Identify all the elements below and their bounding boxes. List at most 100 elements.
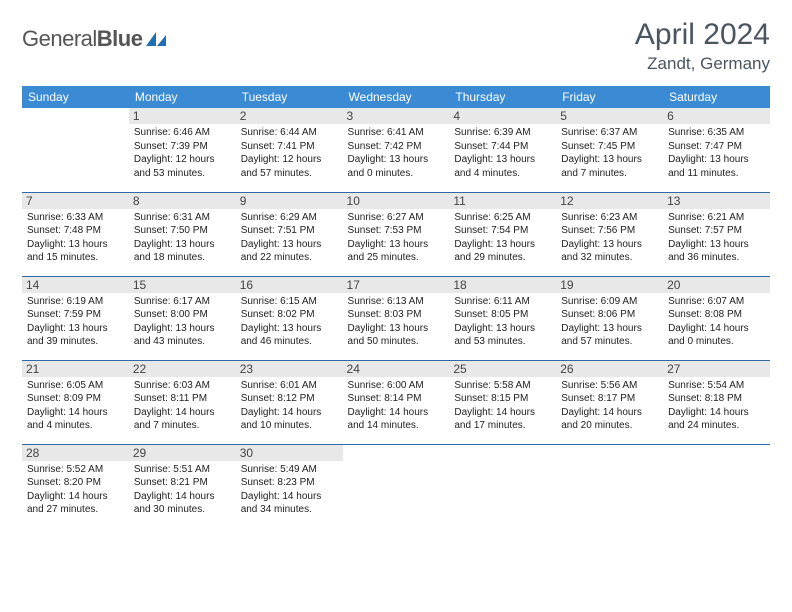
- calendar-day-cell: 27Sunrise: 5:54 AMSunset: 8:18 PMDayligh…: [663, 360, 770, 444]
- calendar-day-cell: 29Sunrise: 5:51 AMSunset: 8:21 PMDayligh…: [129, 444, 236, 528]
- calendar-day-cell: 4Sunrise: 6:39 AMSunset: 7:44 PMDaylight…: [449, 108, 556, 192]
- day-info: Sunrise: 5:49 AMSunset: 8:23 PMDaylight:…: [241, 463, 338, 517]
- daylight-text: Daylight: 14 hours and 10 minutes.: [241, 406, 338, 433]
- sunset-text: Sunset: 7:56 PM: [561, 224, 658, 238]
- sunset-text: Sunset: 7:45 PM: [561, 140, 658, 154]
- sunset-text: Sunset: 8:09 PM: [27, 392, 124, 406]
- title-block: April 2024 Zandt, Germany: [635, 18, 770, 74]
- day-info: Sunrise: 6:11 AMSunset: 8:05 PMDaylight:…: [454, 295, 551, 349]
- sunrise-text: Sunrise: 6:46 AM: [134, 126, 231, 140]
- sunset-text: Sunset: 7:57 PM: [668, 224, 765, 238]
- calendar-day-cell: 24 Sunrise: 6:00 AMSunset: 8:14 PMDayligh…: [343, 360, 450, 444]
- sunrise-text: Sunrise: 6:23 AM: [561, 211, 658, 225]
- sunrise-text: Sunrise: 6:09 AM: [561, 295, 658, 309]
- day-number: 24: [343, 361, 450, 377]
- day-info: Sunrise: 6:19 AMSunset: 7:59 PMDaylight:…: [27, 295, 124, 349]
- sunrise-text: Sunrise: 6:37 AM: [561, 126, 658, 140]
- sunrise-text: Sunrise: 5:56 AM: [561, 379, 658, 393]
- sunset-text: Sunset: 8:14 PM: [348, 392, 445, 406]
- sunrise-text: Sunrise: 6:29 AM: [241, 211, 338, 225]
- calendar-day-cell: 22Sunrise: 6:03 AMSunset: 8:11 PMDayligh…: [129, 360, 236, 444]
- day-info: Sunrise: 6:01 AMSunset: 8:12 PMDaylight:…: [241, 379, 338, 433]
- calendar-table: SundayMondayTuesdayWednesdayThursdayFrid…: [22, 86, 770, 528]
- sunset-text: Sunset: 8:00 PM: [134, 308, 231, 322]
- sunrise-text: Sunrise: 6:27 AM: [348, 211, 445, 225]
- weekday-header: Sunday: [22, 86, 129, 108]
- weekday-header: Saturday: [663, 86, 770, 108]
- sunrise-text: Sunrise: 6:13 AM: [348, 295, 445, 309]
- calendar-day-cell: [22, 108, 129, 192]
- sunset-text: Sunset: 8:05 PM: [454, 308, 551, 322]
- calendar-day-cell: 3Sunrise: 6:41 AMSunset: 7:42 PMDaylight…: [343, 108, 450, 192]
- day-info: Sunrise: 5:52 AMSunset: 8:20 PMDaylight:…: [27, 463, 124, 517]
- day-info: Sunrise: 6:35 AMSunset: 7:47 PMDaylight:…: [668, 126, 765, 180]
- sunset-text: Sunset: 8:02 PM: [241, 308, 338, 322]
- day-info: Sunrise: 6:00 AMSunset: 8:14 PMDaylight:…: [348, 379, 445, 433]
- sunrise-text: Sunrise: 6:33 AM: [27, 211, 124, 225]
- daylight-text: Daylight: 13 hours and 25 minutes.: [348, 238, 445, 265]
- sunset-text: Sunset: 7:51 PM: [241, 224, 338, 238]
- calendar-day-cell: 7Sunrise: 6:33 AMSunset: 7:48 PMDaylight…: [22, 192, 129, 276]
- daylight-text: Daylight: 13 hours and 36 minutes.: [668, 238, 765, 265]
- calendar-body: 1Sunrise: 6:46 AMSunset: 7:39 PMDaylight…: [22, 108, 770, 528]
- daylight-text: Daylight: 12 hours and 57 minutes.: [241, 153, 338, 180]
- calendar-week-row: 7Sunrise: 6:33 AMSunset: 7:48 PMDaylight…: [22, 192, 770, 276]
- day-number: 2: [236, 108, 343, 124]
- day-info: Sunrise: 5:51 AMSunset: 8:21 PMDaylight:…: [134, 463, 231, 517]
- sunrise-text: Sunrise: 6:15 AM: [241, 295, 338, 309]
- sail-icon: [146, 31, 168, 47]
- day-number: 28: [22, 445, 129, 461]
- calendar-day-cell: 6Sunrise: 6:35 AMSunset: 7:47 PMDaylight…: [663, 108, 770, 192]
- calendar-day-cell: 19Sunrise: 6:09 AMSunset: 8:06 PMDayligh…: [556, 276, 663, 360]
- weekday-header: Monday: [129, 86, 236, 108]
- sunrise-text: Sunrise: 6:17 AM: [134, 295, 231, 309]
- day-info: Sunrise: 6:39 AMSunset: 7:44 PMDaylight:…: [454, 126, 551, 180]
- daylight-text: Daylight: 12 hours and 53 minutes.: [134, 153, 231, 180]
- sunrise-text: Sunrise: 6:31 AM: [134, 211, 231, 225]
- day-number: 13: [663, 193, 770, 209]
- sunset-text: Sunset: 7:39 PM: [134, 140, 231, 154]
- daylight-text: Daylight: 13 hours and 0 minutes.: [348, 153, 445, 180]
- month-title: April 2024: [635, 18, 770, 52]
- sunrise-text: Sunrise: 6:07 AM: [668, 295, 765, 309]
- daylight-text: Daylight: 13 hours and 4 minutes.: [454, 153, 551, 180]
- sunset-text: Sunset: 8:23 PM: [241, 476, 338, 490]
- daylight-text: Daylight: 13 hours and 7 minutes.: [561, 153, 658, 180]
- day-info: Sunrise: 6:23 AMSunset: 7:56 PMDaylight:…: [561, 211, 658, 265]
- sunrise-text: Sunrise: 6:39 AM: [454, 126, 551, 140]
- calendar-day-cell: 10Sunrise: 6:27 AMSunset: 7:53 PMDayligh…: [343, 192, 450, 276]
- calendar-day-cell: 15Sunrise: 6:17 AMSunset: 8:00 PMDayligh…: [129, 276, 236, 360]
- day-info: Sunrise: 6:03 AMSunset: 8:11 PMDaylight:…: [134, 379, 231, 433]
- daylight-text: Daylight: 13 hours and 43 minutes.: [134, 322, 231, 349]
- daylight-text: Daylight: 13 hours and 39 minutes.: [27, 322, 124, 349]
- day-info: Sunrise: 6:21 AMSunset: 7:57 PMDaylight:…: [668, 211, 765, 265]
- daylight-text: Daylight: 14 hours and 24 minutes.: [668, 406, 765, 433]
- day-number: 20: [663, 277, 770, 293]
- sunrise-text: Sunrise: 5:54 AM: [668, 379, 765, 393]
- calendar-week-row: 14 Sunrise: 6:19 AMSunset: 7:59 PMDayligh…: [22, 276, 770, 360]
- sunset-text: Sunset: 7:41 PM: [241, 140, 338, 154]
- sunset-text: Sunset: 8:06 PM: [561, 308, 658, 322]
- day-info: Sunrise: 6:44 AMSunset: 7:41 PMDaylight:…: [241, 126, 338, 180]
- sunrise-text: Sunrise: 6:35 AM: [668, 126, 765, 140]
- calendar-day-cell: 17Sunrise: 6:13 AMSunset: 8:03 PMDayligh…: [343, 276, 450, 360]
- day-number: 14: [22, 277, 129, 293]
- calendar-day-cell: 8Sunrise: 6:31 AMSunset: 7:50 PMDaylight…: [129, 192, 236, 276]
- daylight-text: Daylight: 14 hours and 27 minutes.: [27, 490, 124, 517]
- calendar-day-cell: 18 Sunrise: 6:11 AMSunset: 8:05 PMDayligh…: [449, 276, 556, 360]
- day-number: 17: [343, 277, 450, 293]
- sunrise-text: Sunrise: 5:49 AM: [241, 463, 338, 477]
- day-info: Sunrise: 6:46 AMSunset: 7:39 PMDaylight:…: [134, 126, 231, 180]
- calendar-day-cell: 5Sunrise: 6:37 AMSunset: 7:45 PMDaylight…: [556, 108, 663, 192]
- day-number: 18: [449, 277, 556, 293]
- weekday-header: Wednesday: [343, 86, 450, 108]
- day-number: 3: [343, 108, 450, 124]
- daylight-text: Daylight: 14 hours and 17 minutes.: [454, 406, 551, 433]
- day-info: Sunrise: 6:33 AMSunset: 7:48 PMDaylight:…: [27, 211, 124, 265]
- day-info: Sunrise: 6:15 AMSunset: 8:02 PMDaylight:…: [241, 295, 338, 349]
- calendar-day-cell: [556, 444, 663, 528]
- sunrise-text: Sunrise: 5:58 AM: [454, 379, 551, 393]
- calendar-week-row: 28 Sunrise: 5:52 AMSunset: 8:20 PMDayligh…: [22, 444, 770, 528]
- sunset-text: Sunset: 8:18 PM: [668, 392, 765, 406]
- sunset-text: Sunset: 7:47 PM: [668, 140, 765, 154]
